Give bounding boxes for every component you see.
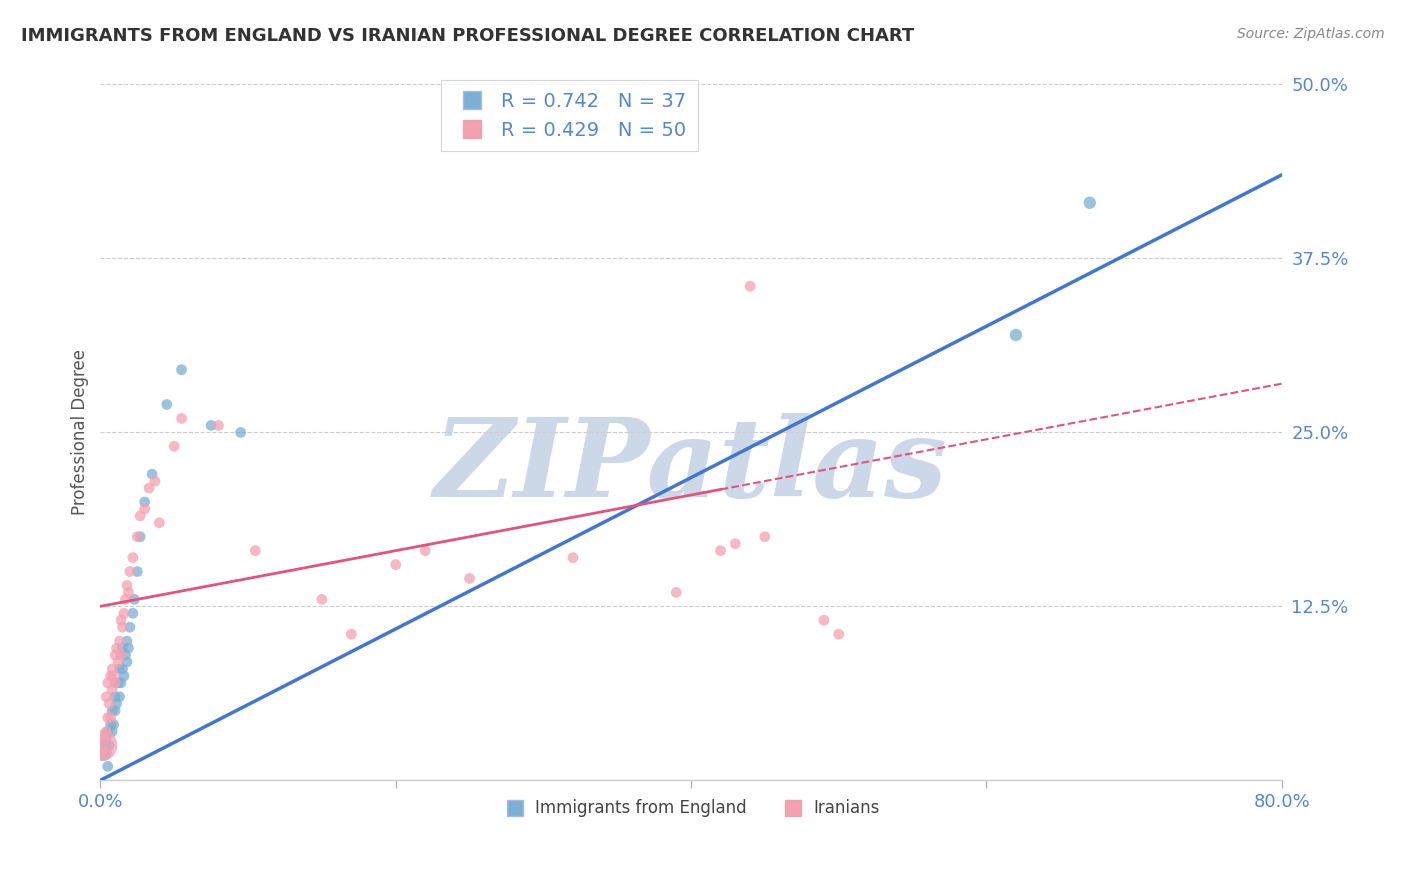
Point <box>1005 328 1028 343</box>
Point <box>115 578 138 592</box>
Point <box>111 662 134 676</box>
Point <box>96 690 118 704</box>
Legend: Immigrants from England, Iranians: Immigrants from England, Iranians <box>495 793 887 824</box>
Point <box>115 634 138 648</box>
Point <box>127 530 149 544</box>
Point <box>108 690 131 704</box>
Point <box>111 620 134 634</box>
Point <box>103 717 125 731</box>
Point <box>105 641 128 656</box>
Point <box>138 481 160 495</box>
Point <box>384 558 406 572</box>
Point <box>94 731 117 746</box>
Point <box>124 592 146 607</box>
Point <box>117 641 139 656</box>
Point <box>413 543 436 558</box>
Point <box>143 474 166 488</box>
Point <box>96 724 118 739</box>
Point <box>200 418 222 433</box>
Point <box>97 759 120 773</box>
Point <box>101 662 124 676</box>
Point <box>103 669 125 683</box>
Point <box>104 704 127 718</box>
Point <box>97 676 120 690</box>
Point <box>107 655 129 669</box>
Point <box>754 530 776 544</box>
Point <box>828 627 851 641</box>
Point <box>121 607 143 621</box>
Point <box>129 508 152 523</box>
Point <box>141 467 163 482</box>
Point <box>101 724 124 739</box>
Point <box>97 724 120 739</box>
Text: IMMIGRANTS FROM ENGLAND VS IRANIAN PROFESSIONAL DEGREE CORRELATION CHART: IMMIGRANTS FROM ENGLAND VS IRANIAN PROFE… <box>21 27 914 45</box>
Point <box>98 739 121 753</box>
Point <box>101 704 124 718</box>
Point <box>114 592 136 607</box>
Point <box>561 550 583 565</box>
Point <box>104 648 127 662</box>
Point <box>170 363 193 377</box>
Point <box>665 585 688 599</box>
Point <box>134 502 156 516</box>
Point <box>118 620 141 634</box>
Point <box>229 425 252 440</box>
Point <box>111 641 134 656</box>
Point <box>98 697 121 711</box>
Point <box>110 613 132 627</box>
Point <box>100 717 122 731</box>
Point <box>105 697 128 711</box>
Point <box>91 746 114 760</box>
Point <box>245 543 267 558</box>
Point <box>311 592 333 607</box>
Point <box>148 516 170 530</box>
Point <box>115 655 138 669</box>
Point <box>100 669 122 683</box>
Point <box>101 682 124 697</box>
Point <box>340 627 363 641</box>
Point <box>813 613 835 627</box>
Point <box>163 439 186 453</box>
Point <box>134 495 156 509</box>
Point <box>117 585 139 599</box>
Point <box>112 607 135 621</box>
Point <box>96 731 118 746</box>
Point <box>129 530 152 544</box>
Point <box>709 543 731 558</box>
Point <box>110 648 132 662</box>
Point <box>97 711 120 725</box>
Point <box>100 711 122 725</box>
Point <box>170 411 193 425</box>
Y-axis label: Professional Degree: Professional Degree <box>72 350 89 516</box>
Point <box>724 537 747 551</box>
Point <box>127 565 149 579</box>
Point <box>740 279 762 293</box>
Text: Source: ZipAtlas.com: Source: ZipAtlas.com <box>1237 27 1385 41</box>
Point <box>121 550 143 565</box>
Point <box>458 572 481 586</box>
Point <box>1078 195 1101 210</box>
Point <box>90 739 112 753</box>
Point <box>104 690 127 704</box>
Point <box>91 746 114 760</box>
Point <box>118 565 141 579</box>
Text: ZIPatlas: ZIPatlas <box>434 413 948 521</box>
Point <box>108 634 131 648</box>
Point <box>110 676 132 690</box>
Point <box>114 648 136 662</box>
Point <box>156 398 179 412</box>
Point <box>107 676 129 690</box>
Point <box>207 418 229 433</box>
Point <box>112 669 135 683</box>
Point <box>94 739 117 753</box>
Point <box>104 676 127 690</box>
Point <box>108 662 131 676</box>
